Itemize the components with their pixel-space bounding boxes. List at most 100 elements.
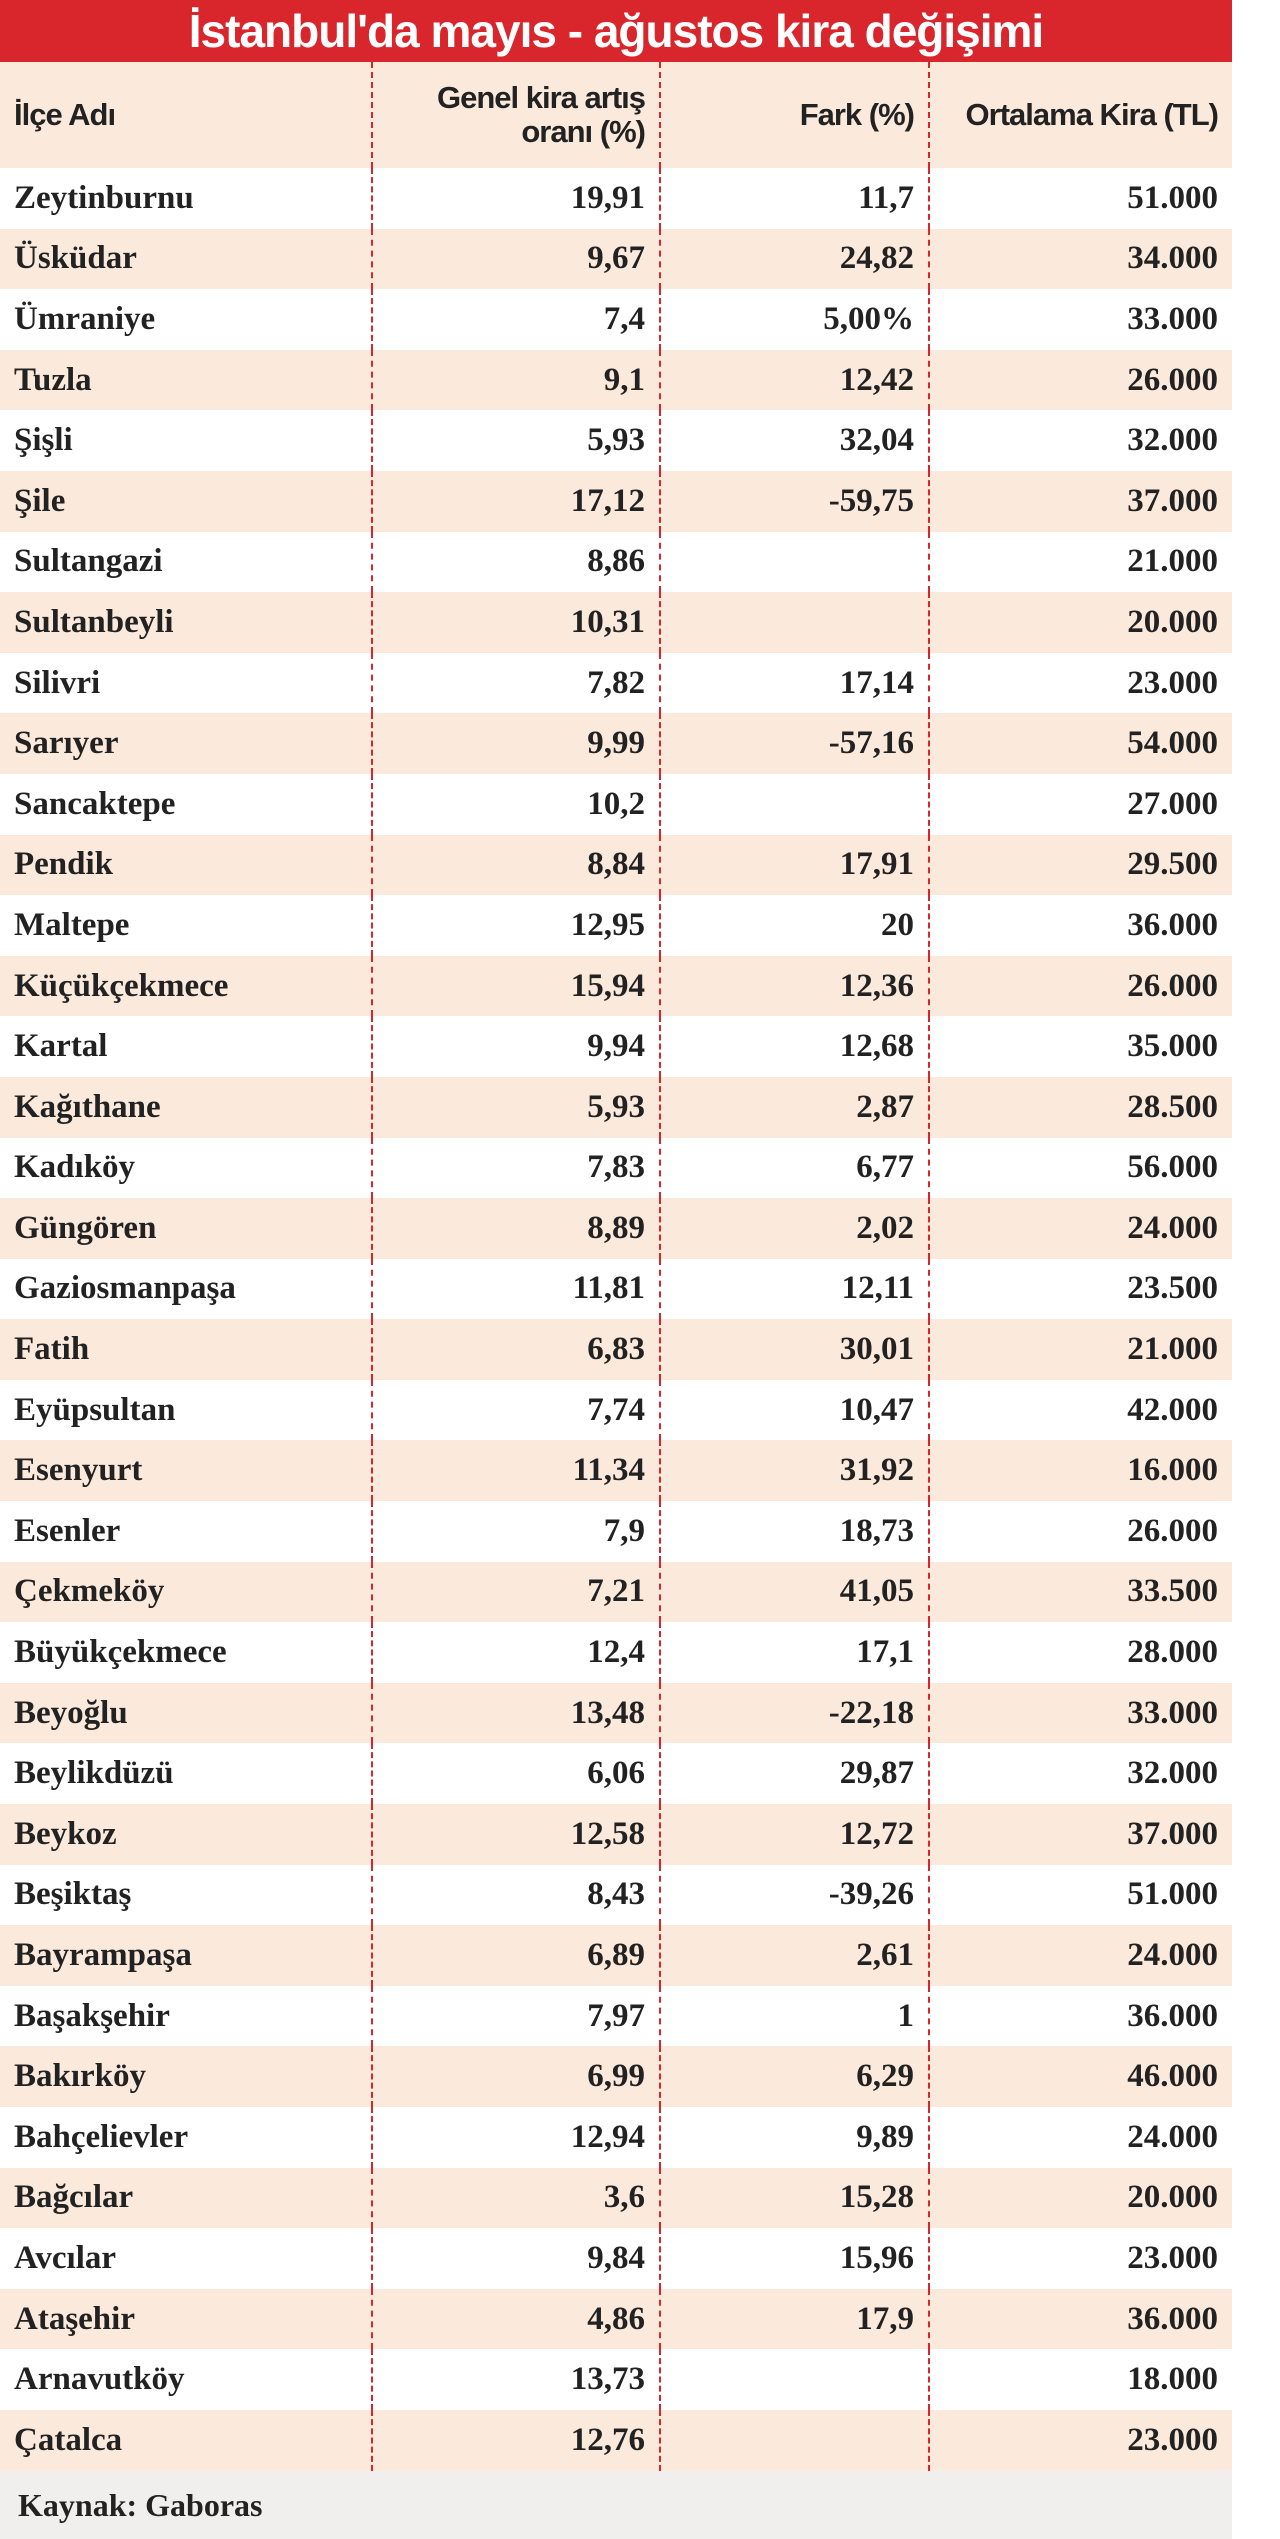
table-row: Kadıköy 7,83 6,77 56.000 [0,1137,1232,1199]
table-cell: 12,72 [659,1804,928,1865]
table-cell: Esenler [14,1512,121,1549]
table-cell [659,531,928,593]
table-cell: 32.000 [928,1743,1232,1805]
table-cell: 19,91 [371,168,659,229]
table-cell: 6,06 [371,1743,659,1805]
header-cell: Ortalama Kira (TL) [928,62,1232,168]
table-row: Şile 17,12 -59,75 37.000 [0,470,1232,532]
table-cell: 8,84 [371,834,659,896]
table-cell: 16.000 [928,1440,1232,1502]
table-cell: 26.000 [928,349,1232,411]
table-cell: 12,58 [371,1804,659,1865]
table-cell: 36.000 [928,1985,1232,2047]
table-graphic: İstanbul'da mayıs - ağustos kira değişim… [0,0,1232,2539]
table-cell: Kağıthane [14,1088,161,1125]
table-cell: 26.000 [928,1501,1232,1562]
table-cell: Zeytinburnu [14,179,194,216]
table-cell: 11,7 [659,168,928,229]
table-cell: 23.500 [928,1258,1232,1320]
table-cell: 7,21 [371,1561,659,1623]
table-cell: 21.000 [928,531,1232,593]
table-row: Avcılar 9,84 15,96 23.000 [0,2228,1232,2289]
table-cell: 2,02 [659,1198,928,1259]
table-cell: Kadıköy [14,1149,136,1186]
table-cell: 17,91 [659,834,928,896]
table-cell: 4,86 [371,2288,659,2350]
table-cell: 27.000 [928,773,1232,835]
table-cell: 20.000 [928,2167,1232,2229]
table-row: Sancaktepe 10,2 27.000 [0,773,1232,835]
table-cell: Beşiktaş [14,1876,132,1913]
table-cell: Sarıyer [14,725,119,762]
table-cell: Arnavutköy [14,2361,185,2398]
table-cell: Beylikdüzü [14,1755,174,1792]
table-row: Zeytinburnu 19,91 11,7 51.000 [0,168,1232,229]
table-cell: 5,93 [371,1076,659,1138]
table-cell: Esenyurt [14,1452,143,1489]
table-cell: 6,89 [371,1925,659,1986]
table-cell: 12,11 [659,1258,928,1320]
table-cell: Ataşehir [14,2300,135,2337]
table-row: Esenler 7,9 18,73 26.000 [0,1501,1232,1562]
table-cell: Beykoz [14,1815,117,1852]
table-row: Esenyurt 11,34 31,92 16.000 [0,1440,1232,1502]
table-row: Küçükçekmece 15,94 12,36 26.000 [0,955,1232,1017]
table-cell: 56.000 [928,1137,1232,1199]
table-cell: 20.000 [928,592,1232,653]
table-cell: 6,83 [371,1319,659,1380]
table-cell: 32.000 [928,410,1232,471]
table-cell: 29,87 [659,1743,928,1805]
table-cell: 7,74 [371,1379,659,1441]
table-row: Sultanbeyli 10,31 20.000 [0,592,1232,653]
table-row: Bağcılar 3,6 15,28 20.000 [0,2167,1232,2229]
table-cell: 2,61 [659,1925,928,1986]
table-cell: 12,36 [659,955,928,1017]
table-cell: Bağcılar [14,2179,134,2216]
table-cell: 42.000 [928,1379,1232,1441]
table-cell: 13,48 [371,1682,659,1744]
table-cell: 12,94 [371,2107,659,2168]
table-cell: 12,76 [371,2409,659,2471]
table-cell: Sancaktepe [14,785,176,822]
table-cell: 9,67 [371,228,659,290]
table-cell: 33.000 [928,289,1232,350]
table-cell: 20 [659,895,928,956]
table: İlçe Adı Genel kira artış oranı (%) Fark (… [0,62,1232,2471]
table-cell: Şile [14,482,66,519]
table-cell: Sultanbeyli [14,603,174,640]
table-cell: 3,6 [371,2167,659,2229]
table-cell: 37.000 [928,470,1232,532]
table-cell: 5,93 [371,410,659,471]
table-cell: 36.000 [928,895,1232,956]
table-cell: 33.000 [928,1682,1232,1744]
table-cell: 17,14 [659,652,928,714]
table-cell: 24.000 [928,1925,1232,1986]
table-cell: 23.000 [928,652,1232,714]
table-cell: 12,68 [659,1016,928,1077]
table-cell: 31,92 [659,1440,928,1502]
table-cell: 15,28 [659,2167,928,2229]
table-cell: 10,31 [371,592,659,653]
table-cell: 11,81 [371,1258,659,1320]
table-cell: 37.000 [928,1804,1232,1865]
table-cell: -57,16 [659,713,928,774]
table-cell: Gaziosmanpaşa [14,1270,236,1307]
table-cell: Fatih [14,1331,90,1368]
table-row: Silivri 7,82 17,14 23.000 [0,652,1232,714]
table-cell: Büyükçekmece [14,1634,227,1671]
table-cell: -39,26 [659,1864,928,1926]
table-cell: 7,82 [371,652,659,714]
table-row: Maltepe 12,95 20 36.000 [0,895,1232,956]
table-cell: Silivri [14,664,101,701]
table-cell [659,592,928,653]
table-cell: Tuzla [14,361,92,398]
table-row: Fatih 6,83 30,01 21.000 [0,1319,1232,1380]
table-row: Üsküdar 9,67 24,82 34.000 [0,228,1232,290]
table-cell: 28.500 [928,1076,1232,1138]
table-cell: 17,9 [659,2288,928,2350]
table-cell: Bahçelievler [14,2118,189,2155]
table-cell: Güngören [14,1209,157,1246]
header-cell: İlçe Adı [14,97,116,132]
table-cell: Küçükçekmece [14,967,229,1004]
table-cell [659,2349,928,2410]
